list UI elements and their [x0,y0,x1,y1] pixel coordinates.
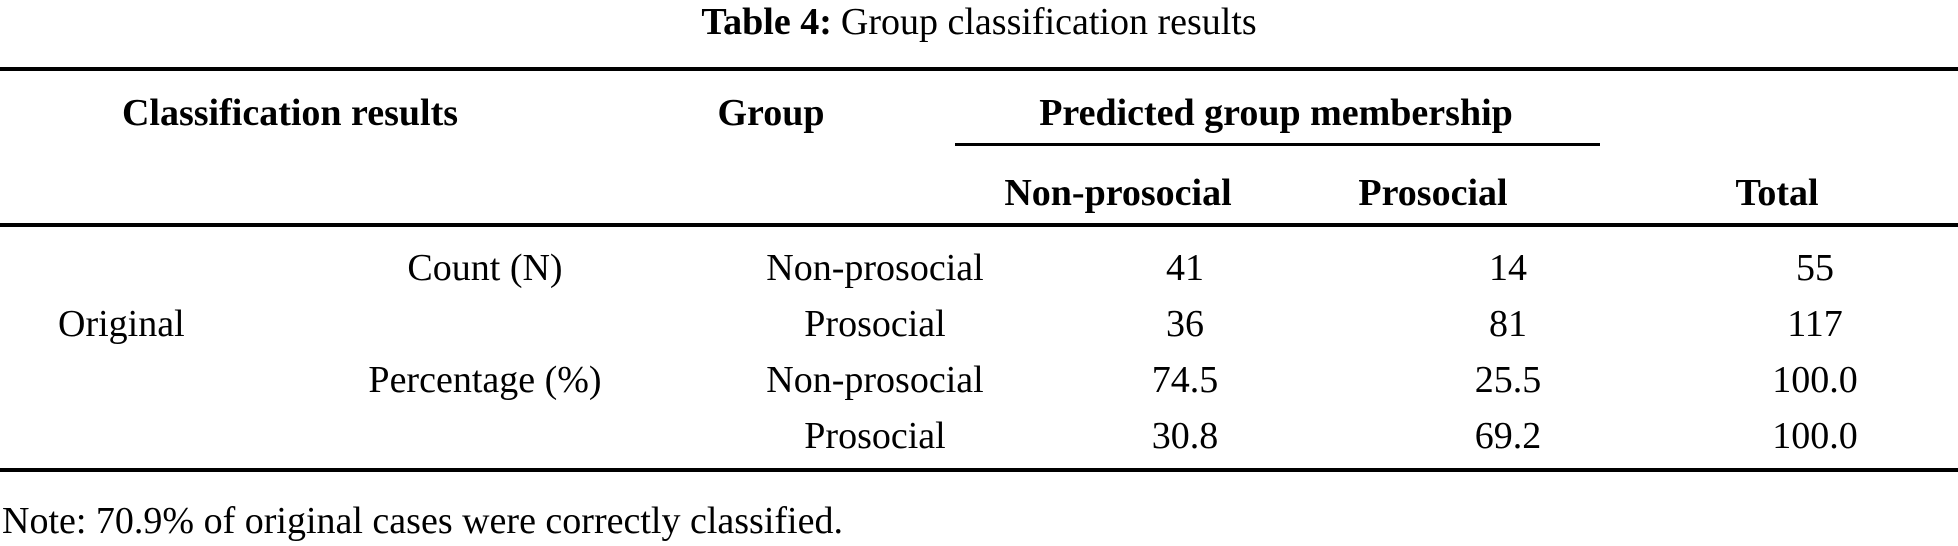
row1-stat-label: Count (N) [407,247,563,289]
header-col-prosocial: Prosocial [1358,172,1508,214]
table-caption: Table 4: Group classification results [701,3,1256,41]
row4-value-non-prosocial: 30.8 [1151,415,1219,457]
header-col-total: Total [1735,172,1819,214]
row3-group-label: Non-prosocial [766,359,984,401]
row4-value-total: 100.0 [1772,415,1858,457]
header-classification-results: Classification results [121,92,459,134]
row4-group-label: Prosocial [804,415,946,457]
header-predicted-group-membership: Predicted group membership [1039,92,1513,134]
row1-value-non-prosocial: 41 [1166,247,1204,289]
row2-section-label: Original [58,303,185,345]
header-col-non-prosocial: Non-prosocial [1004,172,1232,214]
table-note: Note: 70.9% of original cases were corre… [2,500,843,542]
row3-value-non-prosocial: 74.5 [1151,359,1219,401]
table-header-rule [0,223,1958,227]
table-caption-text: Group classification results [840,1,1257,43]
table-top-rule [0,67,1958,71]
table-bottom-rule [0,468,1958,472]
row1-value-prosocial: 14 [1489,247,1527,289]
row2-value-non-prosocial: 36 [1166,303,1204,345]
row3-stat-label: Percentage (%) [368,359,602,401]
row3-value-prosocial: 25.5 [1474,359,1542,401]
row4-value-prosocial: 69.2 [1474,415,1542,457]
row2-group-label: Prosocial [804,303,946,345]
row2-value-total: 117 [1787,303,1843,345]
table-caption-label: Table 4: [701,1,832,43]
predicted-membership-underline [955,143,1600,146]
header-group: Group [717,92,825,134]
row3-value-total: 100.0 [1772,359,1858,401]
row2-value-prosocial: 81 [1489,303,1527,345]
row1-group-label: Non-prosocial [766,247,984,289]
row1-value-total: 55 [1796,247,1834,289]
